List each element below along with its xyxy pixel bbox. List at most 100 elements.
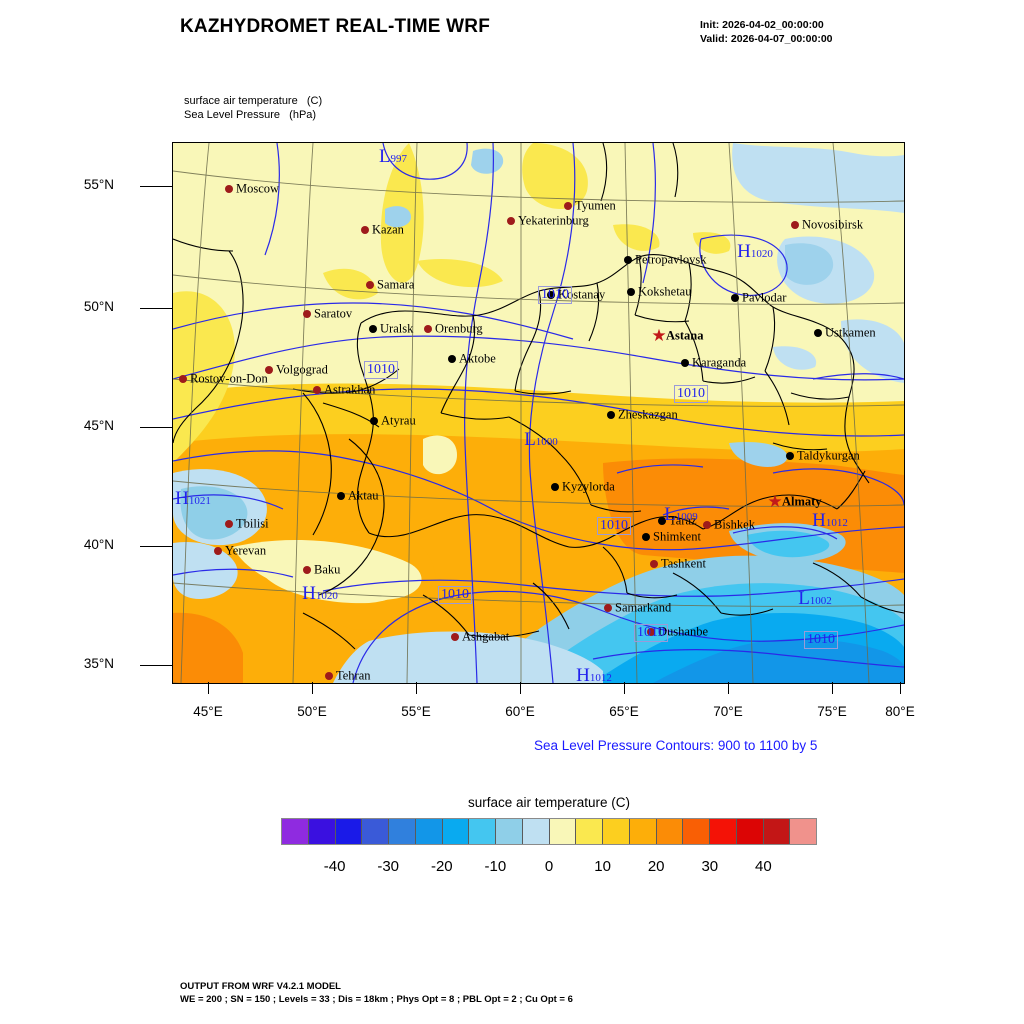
longitude-tick <box>312 682 313 694</box>
city-label: Petropavlovsk <box>635 252 707 267</box>
city-label: Taldykurgan <box>797 448 860 463</box>
longitude-tick-label: 70°E <box>713 704 743 719</box>
city-label: Karaganda <box>692 355 747 370</box>
colorbar-swatch <box>736 819 764 844</box>
city-marker[interactable] <box>607 411 615 419</box>
longitude-tick-label: 80°E <box>885 704 915 719</box>
city-label: Moscow <box>236 181 280 196</box>
city-label: Saratov <box>314 306 353 321</box>
city-label: Shimkent <box>653 529 701 544</box>
longitude-tick-label: 50°E <box>297 704 327 719</box>
pressure-contour-label: 1010 <box>438 586 472 604</box>
init-time: Init: 2026-04-02_00:00:00 <box>700 19 824 31</box>
latitude-tick <box>140 427 172 428</box>
colorbar-swatch <box>576 819 603 844</box>
city-marker[interactable] <box>424 325 432 333</box>
city-label: Novosibirsk <box>802 217 864 232</box>
city-label: Baku <box>314 562 341 577</box>
low-pressure-center: L1009 <box>664 504 698 525</box>
run-timestamps: Init: 2026-04-02_00:00:00 Valid: 2026-04… <box>700 18 833 46</box>
latitude-tick-label: 45°N <box>83 418 114 433</box>
city-marker[interactable] <box>303 566 311 574</box>
pressure-contour-label: 1010 <box>538 286 572 304</box>
city-label: Ustkamen <box>825 325 876 340</box>
latitude-tick <box>140 186 172 187</box>
longitude-tick-label: 65°E <box>609 704 639 719</box>
colorbar[interactable] <box>281 818 817 845</box>
low-pressure-center: L1002 <box>798 588 832 609</box>
colorbar-swatch <box>790 819 816 844</box>
city-label: Kyzylorda <box>562 479 615 494</box>
latitude-tick <box>140 546 172 547</box>
city-marker[interactable] <box>448 355 456 363</box>
pressure-contour-label: 1010 <box>674 385 708 403</box>
city-label: Kokshetau <box>638 284 692 299</box>
valid-time: Valid: 2026-04-07_00:00:00 <box>700 33 833 45</box>
city-marker[interactable] <box>604 604 612 612</box>
city-marker[interactable] <box>507 217 515 225</box>
colorbar-tick-label: -40 <box>323 858 346 875</box>
colorbar-swatch <box>629 819 657 844</box>
slp-contour-note: Sea Level Pressure Contours: 900 to 1100… <box>534 738 818 753</box>
city-marker[interactable] <box>225 185 233 193</box>
city-marker[interactable] <box>791 221 799 229</box>
longitude-tick <box>900 682 901 694</box>
city-label: Taraz <box>669 513 697 528</box>
colorbar-tick-label: 40 <box>755 858 772 875</box>
city-label: Samara <box>377 277 415 292</box>
longitude-tick <box>520 682 521 694</box>
city-label: Kazan <box>372 222 404 237</box>
low-pressure-center: L997 <box>378 146 408 167</box>
variable-header: surface air temperature (C) Sea Level Pr… <box>184 95 323 121</box>
colorbar-tick-label: 10 <box>594 858 611 875</box>
city-marker[interactable] <box>361 226 369 234</box>
city-label: Volgograd <box>276 362 328 377</box>
city-marker[interactable] <box>366 281 374 289</box>
pressure-contour-label: 1010 <box>804 631 838 649</box>
city-marker[interactable] <box>647 628 655 636</box>
city-marker[interactable] <box>650 560 658 568</box>
map-canvas[interactable]: Moscow Kazan Yekaterinburg Tyumen Novosibirs… <box>172 142 905 684</box>
city-marker[interactable] <box>703 521 711 529</box>
high-pressure-center: H1020 <box>737 241 773 262</box>
city-marker[interactable] <box>731 294 739 302</box>
colorbar-tick-label: 20 <box>647 858 665 875</box>
city-marker[interactable] <box>225 520 233 528</box>
city-marker[interactable] <box>313 386 321 394</box>
city-marker[interactable] <box>214 547 222 555</box>
colorbar-swatch <box>763 819 791 844</box>
city-marker[interactable] <box>786 452 794 460</box>
city-label: Astrakhan <box>324 382 376 397</box>
colorbar-labels: -40 -30 -20 -10 0 10 20 30 40 <box>281 858 817 880</box>
city-label: Kostanay <box>558 287 606 302</box>
city-marker[interactable] <box>642 533 650 541</box>
city-marker[interactable] <box>564 202 572 210</box>
city-marker[interactable] <box>624 256 632 264</box>
city-marker[interactable] <box>627 288 635 296</box>
city-marker[interactable] <box>681 359 689 367</box>
colorbar-swatch <box>362 819 389 844</box>
city-label: Tashkent <box>661 556 706 571</box>
city-marker[interactable] <box>370 417 378 425</box>
latitude-tick <box>140 308 172 309</box>
map-annotations: Moscow Kazan Yekaterinburg Tyumen Novosibirs… <box>173 143 904 683</box>
city-label: Astana <box>666 328 704 343</box>
city-marker[interactable] <box>551 483 559 491</box>
pressure-contour-label: 1010 <box>634 624 668 642</box>
colorbar-tick-label: -20 <box>430 858 453 875</box>
city-marker[interactable] <box>814 329 822 337</box>
city-marker[interactable] <box>369 325 377 333</box>
city-marker[interactable] <box>547 291 555 299</box>
longitude-tick-label: 75°E <box>817 704 847 719</box>
city-marker[interactable] <box>265 366 273 374</box>
city-marker[interactable] <box>451 633 459 641</box>
city-marker[interactable] <box>325 672 333 680</box>
city-label: Tehran <box>336 668 371 683</box>
city-marker[interactable] <box>337 492 345 500</box>
city-marker[interactable] <box>303 310 311 318</box>
city-marker[interactable] <box>179 375 187 383</box>
map-field <box>173 143 904 683</box>
city-marker[interactable] <box>658 517 666 525</box>
